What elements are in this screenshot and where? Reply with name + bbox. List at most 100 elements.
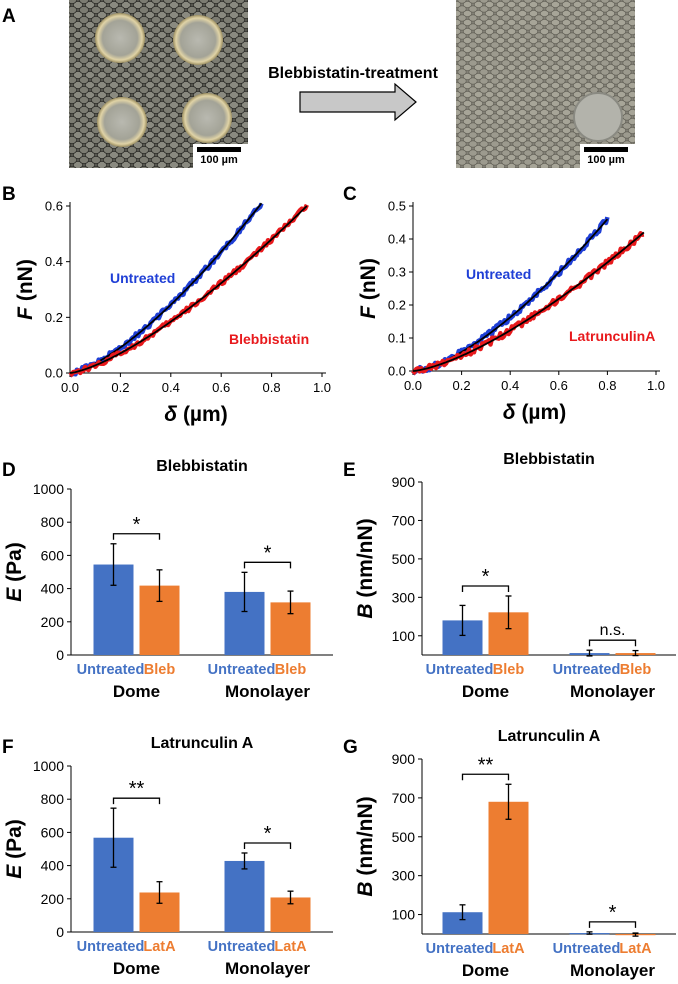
x-tick-label: 0.2 xyxy=(453,378,471,393)
panel-label-f: F xyxy=(2,737,14,758)
significance-bracket xyxy=(243,842,292,849)
category-label: Untreated xyxy=(77,939,145,955)
chart-title: Blebbistatin xyxy=(156,458,248,475)
panel-label-a: A xyxy=(2,6,16,27)
significance-bracket xyxy=(588,921,637,928)
x-tick-label: 1.0 xyxy=(647,378,665,393)
x-tick-label: 0.4 xyxy=(162,380,180,395)
y-tick-label: 900 xyxy=(392,474,416,490)
panel-label-d: D xyxy=(2,460,16,481)
y-axis-title: B (nm/nN) xyxy=(354,518,377,618)
x-tick-label: 0.8 xyxy=(263,380,281,395)
category-label: Bleb xyxy=(493,662,525,678)
data-series-untreated xyxy=(411,216,610,376)
y-axis-title: F (nN) xyxy=(14,259,37,320)
micrograph-blebbistatin: 100 µm xyxy=(456,0,635,168)
y-tick-label: 300 xyxy=(392,589,416,605)
panel-b: B 0.0 0.2 0.4 0.6 0.0 0.2 0.4 0.6 0.8 1.0 δ (µm) F … xyxy=(2,184,331,426)
chart-title: Latrunculin A xyxy=(498,728,601,745)
significance-marker: n.s. xyxy=(600,622,626,639)
y-tick-label: 1000 xyxy=(33,758,64,774)
panel-f: F Latrunculin A 0 200 400 600 800 1000 E (Pa) Un… xyxy=(2,735,333,978)
chart-b-parameter-blebbistatin: Blebbistatin 100 300 500 700 900 B (nm/nN) Untr… xyxy=(354,451,676,701)
chart-modulus-latrunculin: Latrunculin A 0 200 400 600 800 1000 E (Pa) Untr… xyxy=(3,735,333,978)
series-label-treated: LatrunculinA xyxy=(569,328,655,344)
x-tick-label: 0.6 xyxy=(550,378,568,393)
x-axis-title: δ (µm) xyxy=(503,401,566,424)
y-tick-label: 0 xyxy=(56,647,64,663)
dome xyxy=(573,92,623,142)
scale-bar xyxy=(584,147,628,152)
series-label-treated: Blebbistatin xyxy=(229,331,309,347)
chart-b-parameter-latrunculin: Latrunculin A 100 300 500 700 900 B (nm/nN) Unt… xyxy=(354,728,676,980)
significance-marker: * xyxy=(264,542,272,564)
y-tick-label: 0.5 xyxy=(388,199,406,214)
panel-d: D Blebbistatin 0 200 400 600 800 1000 E (Pa) Unt… xyxy=(2,458,333,701)
y-tick-label: 800 xyxy=(41,791,65,807)
panel-e: E Blebbistatin 100 300 500 700 900 B (nm/nN) Un… xyxy=(343,451,676,701)
series-label-untreated: Untreated xyxy=(466,266,531,282)
y-axis-title: E (Pa) xyxy=(3,542,26,602)
x-tick-label: 0.8 xyxy=(598,378,616,393)
y-tick-label: 700 xyxy=(392,512,416,528)
category-label: Bleb xyxy=(144,662,176,678)
significance-marker: * xyxy=(264,823,272,845)
chart-force-indentation-blebbistatin: 0.0 0.2 0.4 0.6 0.0 0.2 0.4 0.6 0.8 1.0 δ (µm) F (n… xyxy=(14,199,331,427)
x-tick-label: 0.4 xyxy=(501,378,519,393)
fit-line xyxy=(412,231,645,372)
x-axis-title: δ (µm) xyxy=(164,403,227,426)
y-tick-label: 100 xyxy=(392,907,416,923)
y-axis-title: F (nN) xyxy=(357,258,380,319)
chart-title: Blebbistatin xyxy=(503,451,595,468)
category-label: Bleb xyxy=(275,662,307,678)
fit-line xyxy=(69,202,263,374)
y-axis-title: B (nm/nN) xyxy=(354,796,377,896)
y-tick-label: 400 xyxy=(41,858,65,874)
category-label: LatA xyxy=(619,941,652,957)
category-label: Untreated xyxy=(208,939,276,955)
category-label: Untreated xyxy=(208,662,276,678)
group-label: Monolayer xyxy=(225,959,310,978)
significance-marker: * xyxy=(482,566,490,588)
scale-bar-label: 100 µm xyxy=(200,154,238,166)
group-label: Dome xyxy=(462,961,509,980)
panel-label-g: G xyxy=(343,737,358,758)
y-tick-label: 800 xyxy=(41,514,65,530)
y-tick-label: 0 xyxy=(56,924,64,940)
dome xyxy=(173,15,223,65)
y-tick-label: 0.2 xyxy=(45,310,63,325)
significance-bracket xyxy=(112,797,161,805)
scale-bar-label: 100 µm xyxy=(587,154,625,166)
y-tick-label: 1000 xyxy=(33,481,64,497)
significance-bracket xyxy=(461,773,510,781)
significance-bracket xyxy=(243,561,292,569)
y-tick-label: 0.6 xyxy=(45,199,63,214)
series-label-untreated: Untreated xyxy=(110,270,175,286)
significance-marker: ** xyxy=(478,754,494,776)
y-tick-label: 400 xyxy=(41,581,65,597)
x-tick-label: 0.6 xyxy=(212,380,230,395)
category-label: Untreated xyxy=(426,662,494,678)
x-tick-label: 1.0 xyxy=(313,380,331,395)
treatment-label: Blebbistatin-treatment xyxy=(268,65,438,82)
group-label: Dome xyxy=(462,682,509,701)
chart-force-indentation-latrunculin: 0.0 0.1 0.2 0.3 0.4 0.5 0.0 0.2 0.4 0.6 0.8 1.0 δ (µ… xyxy=(357,199,665,425)
bar-monolayer-untreated xyxy=(224,860,265,932)
y-tick-label: 0.0 xyxy=(388,364,406,379)
y-tick-label: 0.4 xyxy=(388,232,406,247)
y-tick-label: 200 xyxy=(41,891,65,907)
dome xyxy=(182,93,232,143)
group-label: Monolayer xyxy=(570,682,655,701)
panel-label-c: C xyxy=(343,184,357,205)
chart-modulus-blebbistatin: Blebbistatin 0 200 400 600 800 1000 E (Pa) Untre… xyxy=(3,458,333,701)
category-label: Bleb xyxy=(620,662,652,678)
y-tick-label: 500 xyxy=(392,829,416,845)
panel-label-e: E xyxy=(343,460,356,481)
dome xyxy=(97,97,147,147)
panel-g: G Latrunculin A 100 300 500 700 900 B (nm/nN) U… xyxy=(343,728,676,980)
group-label: Dome xyxy=(113,959,160,978)
dome xyxy=(95,13,145,63)
panel-label-b: B xyxy=(2,184,16,205)
x-tick-label: 0.2 xyxy=(111,380,129,395)
